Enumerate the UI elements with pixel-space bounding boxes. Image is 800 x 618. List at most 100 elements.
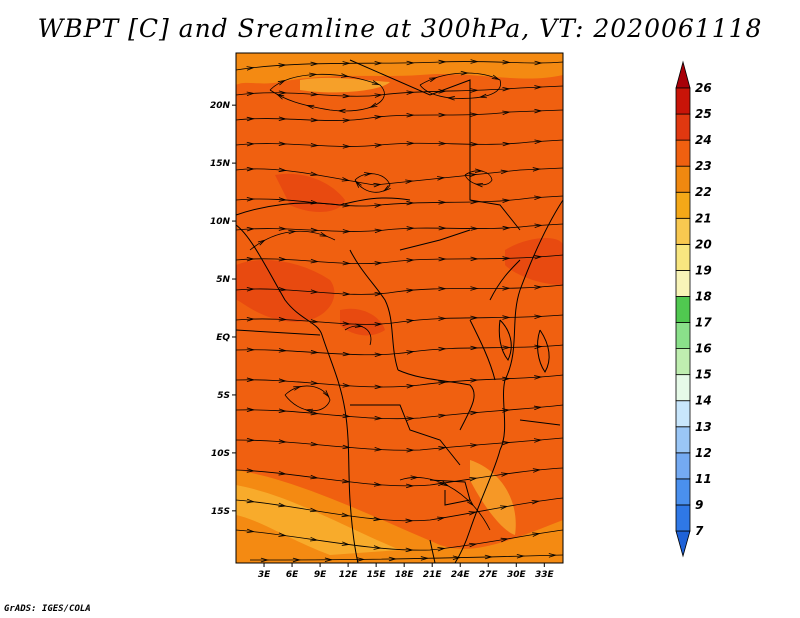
streamline-arrow <box>257 239 266 246</box>
lat-tick-label: 15N <box>210 159 231 169</box>
streamline-arrow <box>470 59 479 64</box>
colorbar-swatch <box>675 243 691 271</box>
credit-text: GrADS: IGES/COLA <box>4 604 91 614</box>
streamline-arrow <box>341 541 351 546</box>
streamline-arrow <box>322 390 330 398</box>
streamline-arrow <box>278 532 287 537</box>
streamline-arrow <box>452 555 462 560</box>
streamline-arrow <box>246 286 256 292</box>
streamline-arrow <box>500 169 510 175</box>
streamline-arrow <box>534 85 543 90</box>
streamline-arrow <box>500 472 510 477</box>
lat-tick-label: 10S <box>211 449 230 459</box>
lat-tick-label: 5N <box>216 275 230 285</box>
streamline-arrow <box>548 553 558 558</box>
streamline-arrow <box>534 254 543 260</box>
streamline-arrow <box>246 317 256 322</box>
streamline-arrow <box>278 378 288 383</box>
streamline-arrow <box>354 323 364 328</box>
streamline-arrow <box>341 512 350 518</box>
streamline-arrow <box>438 256 447 262</box>
streamline-arrows <box>246 59 558 563</box>
streamline-arrow <box>278 90 288 96</box>
streamline-arrow <box>246 498 256 504</box>
colorbar-label: 16 <box>695 342 712 356</box>
country-border <box>236 197 411 216</box>
streamline-arrow <box>474 168 484 173</box>
streamline-arrow <box>246 468 256 473</box>
streamline-arrow <box>478 93 487 99</box>
lat-tick-label: 20N <box>210 101 231 111</box>
streamline-arrow <box>373 482 383 487</box>
streamline <box>236 374 563 388</box>
streamline-arrow <box>369 102 378 108</box>
streamline-arrow <box>534 314 543 320</box>
map-frame <box>235 52 564 564</box>
streamline-arrow <box>502 110 511 116</box>
streamline-arrow <box>374 228 383 234</box>
lat-tick-label: EQ <box>216 333 230 343</box>
streamline-arrow <box>278 141 288 146</box>
streamline-arrow <box>371 80 381 86</box>
streamline-arrow <box>373 182 382 188</box>
country-border <box>469 110 521 231</box>
pale-patch <box>470 460 516 535</box>
streamline-arrow <box>342 93 351 99</box>
streamline-arrow <box>534 108 543 114</box>
streamline-arrow <box>388 556 398 562</box>
streamline-arrow <box>356 557 366 562</box>
colorbar-label: 7 <box>695 524 704 538</box>
streamline <box>236 61 563 71</box>
streamline-arrow <box>278 63 287 68</box>
colorbar-label: 18 <box>695 289 712 303</box>
streamline-arrow <box>309 72 318 78</box>
streamline-arrow <box>470 226 479 231</box>
streamline-arrow <box>310 258 319 264</box>
streamline-arrow <box>470 112 479 117</box>
colorbar-label: 13 <box>695 420 712 434</box>
streamline-arrow <box>246 377 256 383</box>
streamline-arrow <box>438 200 447 205</box>
streamline-arrow <box>354 180 362 188</box>
streamline-arrow <box>406 447 415 453</box>
streamline-arrow <box>438 413 447 419</box>
longitude-axis: 3E 6E 9E 12E 15E 18E 21E 24E 27E 30E 33E <box>258 563 554 580</box>
streamline-arrow <box>246 141 256 147</box>
streamline-arrow <box>246 66 255 71</box>
streamline-arrow <box>405 483 415 489</box>
streamline-arrow <box>373 516 382 522</box>
streamline-arrow <box>502 225 511 231</box>
colorbar-label: 12 <box>695 446 712 460</box>
streamline-arrow <box>278 116 288 121</box>
lon-tick-label: 3E <box>258 570 271 580</box>
streamline-arrow <box>466 499 475 507</box>
streamline-arrow <box>470 88 479 93</box>
country-border <box>236 329 321 336</box>
streamline-arrow <box>406 318 415 324</box>
streamline-arrow <box>437 546 446 552</box>
colorbar-swatch <box>675 165 691 193</box>
streamline-arrow <box>406 141 415 146</box>
temperature-patches <box>236 53 563 563</box>
streamline-arrow <box>470 378 479 383</box>
streamline-arrow <box>533 405 543 411</box>
streamline-arrow <box>468 172 478 178</box>
streamline <box>236 467 563 487</box>
streamline-arrow <box>246 91 256 97</box>
streamline-arrow <box>446 96 455 101</box>
lon-tick-label: 15E <box>367 570 387 580</box>
colorbar-swatch <box>675 426 691 454</box>
streamline-arrow <box>405 179 414 184</box>
streamline <box>236 167 563 186</box>
colorbar: 7 9 11 12 13 14 15 16 17 18 19 20 21 22 23 24 25 26 <box>675 60 712 558</box>
colorbar-label: 24 <box>695 133 712 147</box>
streamline-arrow <box>278 287 288 292</box>
streamline-arrow <box>337 108 346 114</box>
streamline-arrow <box>502 198 511 204</box>
streamline-arrow <box>278 470 287 476</box>
colorbar-swatch <box>675 113 691 141</box>
streamline-arrow <box>342 321 351 326</box>
streamline-arrow <box>374 143 383 148</box>
streamline-arrow <box>342 291 351 297</box>
lake-shore <box>498 319 512 361</box>
